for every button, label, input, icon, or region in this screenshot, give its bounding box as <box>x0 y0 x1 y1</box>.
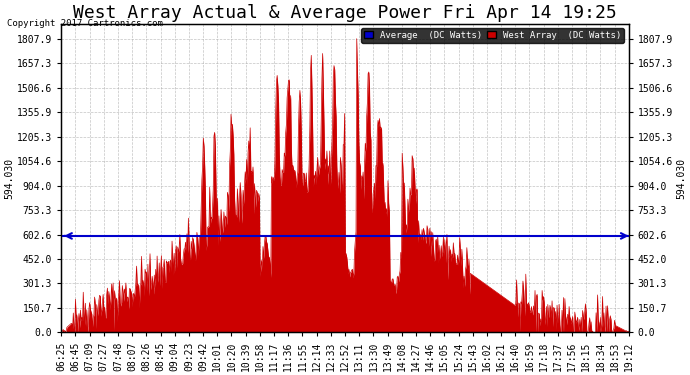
Text: Copyright 2017 Cartronics.com: Copyright 2017 Cartronics.com <box>7 19 163 28</box>
Title: West Array Actual & Average Power Fri Apr 14 19:25: West Array Actual & Average Power Fri Ap… <box>73 4 617 22</box>
Y-axis label: 594.030: 594.030 <box>676 158 686 199</box>
Y-axis label: 594.030: 594.030 <box>4 158 14 199</box>
Legend: Average  (DC Watts), West Array  (DC Watts): Average (DC Watts), West Array (DC Watts… <box>362 28 624 43</box>
